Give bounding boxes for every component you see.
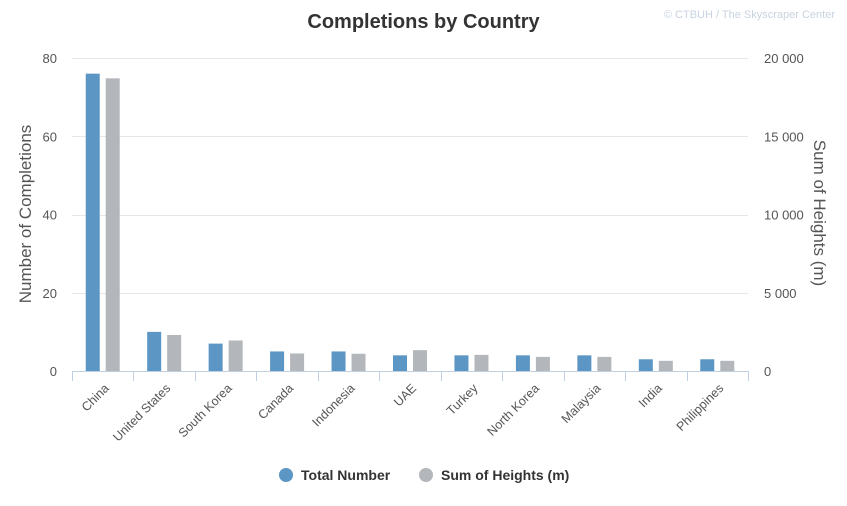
left-tick-label: 20 [43, 286, 57, 301]
category-label: Indonesia [309, 381, 357, 429]
legend-item-total-number[interactable]: Total Number [279, 467, 391, 483]
category-label: Turkey [444, 381, 481, 418]
legend-label-sum-of-heights: Sum of Heights (m) [441, 467, 569, 483]
right-axis-title: Sum of Heights (m) [810, 140, 829, 286]
legend-item-sum-of-heights[interactable]: Sum of Heights (m) [419, 467, 569, 483]
right-tick-label: 20 000 [764, 51, 804, 66]
bar-sum-of-heights-philippines[interactable] [720, 360, 735, 371]
left-axis-ticks: 0 20 40 60 80 [43, 51, 57, 379]
legend[interactable]: Total Number Sum of Heights (m) [279, 467, 569, 483]
legend-swatch-total-number [279, 468, 293, 482]
bar-sum-of-heights-indonesia[interactable] [351, 353, 366, 371]
legend-swatch-sum-of-heights [419, 468, 433, 482]
bars [85, 73, 735, 372]
credit-text: © CTBUH / The Skyscraper Center [664, 9, 835, 21]
right-tick-label: 10 000 [764, 208, 804, 223]
bar-total-number-canada[interactable] [270, 351, 285, 371]
bar-sum-of-heights-india[interactable] [658, 360, 673, 371]
left-tick-label: 0 [50, 364, 57, 379]
bar-sum-of-heights-north-korea[interactable] [535, 356, 550, 371]
bar-total-number-north-korea[interactable] [515, 355, 530, 371]
category-label: UAE [391, 381, 419, 409]
bar-total-number-china[interactable] [85, 73, 100, 372]
category-label: India [636, 381, 665, 410]
chart-title: Completions by Country [307, 11, 540, 33]
x-axis [72, 371, 749, 381]
bar-sum-of-heights-turkey[interactable] [474, 354, 489, 371]
right-axis-ticks: 0 5 000 10 000 15 000 20 000 [764, 51, 804, 379]
bar-sum-of-heights-south-korea[interactable] [228, 340, 243, 371]
bar-total-number-turkey[interactable] [454, 355, 469, 371]
bar-total-number-united-states[interactable] [147, 331, 162, 371]
bar-total-number-indonesia[interactable] [331, 351, 346, 371]
bar-total-number-philippines[interactable] [700, 359, 715, 371]
bar-sum-of-heights-malaysia[interactable] [597, 356, 612, 371]
bar-total-number-india[interactable] [638, 359, 653, 371]
category-label: China [79, 381, 112, 414]
bar-total-number-malaysia[interactable] [577, 355, 592, 371]
bar-sum-of-heights-china[interactable] [105, 78, 120, 371]
bar-total-number-south-korea[interactable] [208, 343, 223, 371]
left-tick-label: 60 [43, 129, 57, 144]
category-label: South Korea [176, 381, 235, 440]
left-axis-title: Number of Completions [16, 125, 35, 304]
bar-sum-of-heights-uae[interactable] [413, 350, 427, 371]
category-label: Canada [255, 381, 296, 422]
right-tick-label: 5 000 [764, 286, 797, 301]
category-label: United States [110, 381, 173, 444]
right-tick-label: 15 000 [764, 129, 804, 144]
category-label: Malaysia [559, 381, 604, 426]
category-label: Philippines [674, 381, 727, 434]
category-label: North Korea [484, 381, 542, 439]
legend-label-total-number: Total Number [301, 467, 391, 483]
bar-sum-of-heights-canada[interactable] [290, 353, 305, 371]
left-tick-label: 40 [43, 208, 57, 223]
bar-total-number-uae[interactable] [393, 355, 407, 371]
left-tick-label: 80 [43, 51, 57, 66]
right-tick-label: 0 [764, 364, 771, 379]
gridlines [72, 58, 748, 294]
bar-sum-of-heights-united-states[interactable] [167, 335, 182, 371]
